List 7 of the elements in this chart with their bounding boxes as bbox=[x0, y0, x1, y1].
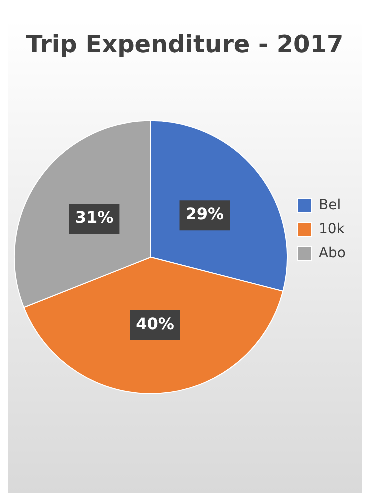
legend-label: 10k bbox=[318, 222, 346, 238]
legend-label: Bel bbox=[318, 198, 342, 214]
chart-title: Trip Expenditure - 2017 bbox=[26, 30, 344, 59]
data-label: 31% bbox=[75, 208, 114, 228]
data-label: 29% bbox=[186, 204, 224, 224]
data-label: 40% bbox=[136, 314, 174, 334]
legend-label: Abo bbox=[318, 246, 346, 262]
